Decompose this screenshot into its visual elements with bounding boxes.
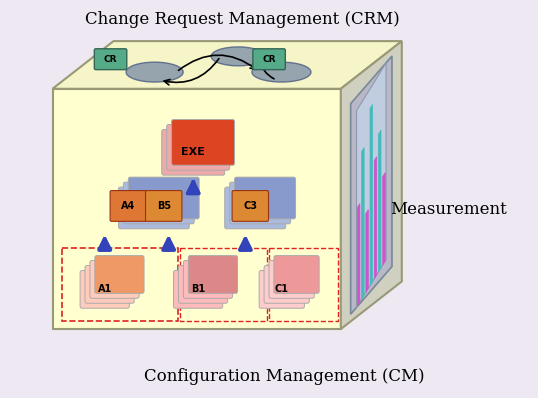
Text: CR: CR — [104, 55, 117, 64]
Polygon shape — [366, 209, 369, 292]
FancyBboxPatch shape — [90, 261, 139, 298]
Polygon shape — [357, 203, 360, 306]
Polygon shape — [341, 41, 402, 329]
FancyBboxPatch shape — [225, 187, 286, 229]
Text: A1: A1 — [97, 284, 112, 295]
Polygon shape — [53, 89, 341, 329]
FancyBboxPatch shape — [162, 129, 225, 175]
FancyBboxPatch shape — [259, 271, 305, 308]
Polygon shape — [351, 56, 392, 314]
Text: Configuration Management (CM): Configuration Management (CM) — [144, 368, 424, 385]
FancyBboxPatch shape — [85, 265, 134, 303]
Ellipse shape — [252, 62, 311, 82]
FancyBboxPatch shape — [253, 49, 285, 70]
FancyBboxPatch shape — [167, 125, 230, 170]
Text: CR: CR — [263, 55, 276, 64]
FancyBboxPatch shape — [274, 256, 319, 293]
FancyBboxPatch shape — [110, 191, 146, 221]
FancyBboxPatch shape — [95, 256, 144, 293]
Text: B1: B1 — [191, 284, 205, 295]
FancyBboxPatch shape — [145, 191, 182, 221]
Polygon shape — [370, 104, 373, 285]
Text: C1: C1 — [275, 284, 289, 295]
Polygon shape — [357, 63, 386, 307]
Polygon shape — [378, 130, 381, 272]
FancyBboxPatch shape — [174, 271, 223, 308]
FancyBboxPatch shape — [179, 265, 228, 303]
FancyBboxPatch shape — [118, 187, 189, 229]
Text: A4: A4 — [121, 201, 136, 211]
Text: Measurement: Measurement — [390, 201, 507, 219]
FancyBboxPatch shape — [188, 256, 237, 293]
Ellipse shape — [126, 62, 183, 82]
FancyBboxPatch shape — [269, 261, 314, 298]
FancyBboxPatch shape — [80, 271, 129, 308]
FancyBboxPatch shape — [264, 265, 309, 303]
FancyBboxPatch shape — [128, 177, 199, 219]
FancyBboxPatch shape — [123, 182, 194, 224]
Polygon shape — [362, 148, 364, 299]
FancyBboxPatch shape — [232, 191, 268, 221]
FancyBboxPatch shape — [230, 182, 291, 224]
Text: C3: C3 — [243, 201, 257, 211]
FancyBboxPatch shape — [235, 177, 295, 219]
FancyBboxPatch shape — [183, 261, 232, 298]
Polygon shape — [374, 156, 377, 279]
FancyBboxPatch shape — [172, 119, 235, 165]
Ellipse shape — [211, 47, 265, 66]
Polygon shape — [53, 41, 402, 89]
Text: B5: B5 — [157, 201, 171, 211]
FancyBboxPatch shape — [94, 49, 127, 70]
Text: Change Request Management (CRM): Change Request Management (CRM) — [85, 11, 400, 28]
Text: EXE: EXE — [181, 147, 205, 157]
Polygon shape — [383, 172, 385, 265]
